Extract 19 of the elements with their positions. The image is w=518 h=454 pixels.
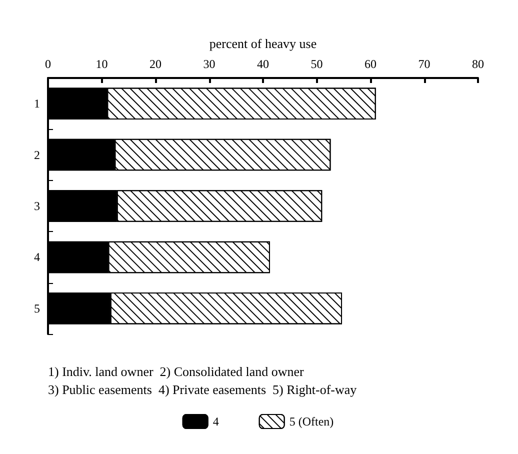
y-tick-label: 1 [34,96,40,111]
x-tick-label: 40 [257,57,269,71]
legend-label: 4 [212,414,219,428]
x-tick-label: 10 [96,57,108,71]
x-tick-label: 0 [45,57,51,71]
y-tick-label: 2 [34,148,40,162]
x-tick-label: 20 [150,57,162,71]
x-tick-label: 60 [364,57,376,71]
legend-label: 5 (Often) [289,414,334,428]
x-tick-label: 50 [310,57,323,71]
x-tick-label: 80 [472,57,484,71]
y-tick-label: 5 [34,301,40,316]
y-tick-label: 4 [34,250,40,264]
y-tick-label: 3 [34,199,40,213]
x-tick-label: 30 [203,57,216,71]
x-axis-title: percent of heavy use [209,36,317,51]
text: 1) Indiv. land owner 2) Consolidated land owner [48,364,305,379]
text: 3) Public easements 4) Private easements 5) Right-of-way [48,382,358,397]
x-tick-label: 70 [418,57,430,71]
